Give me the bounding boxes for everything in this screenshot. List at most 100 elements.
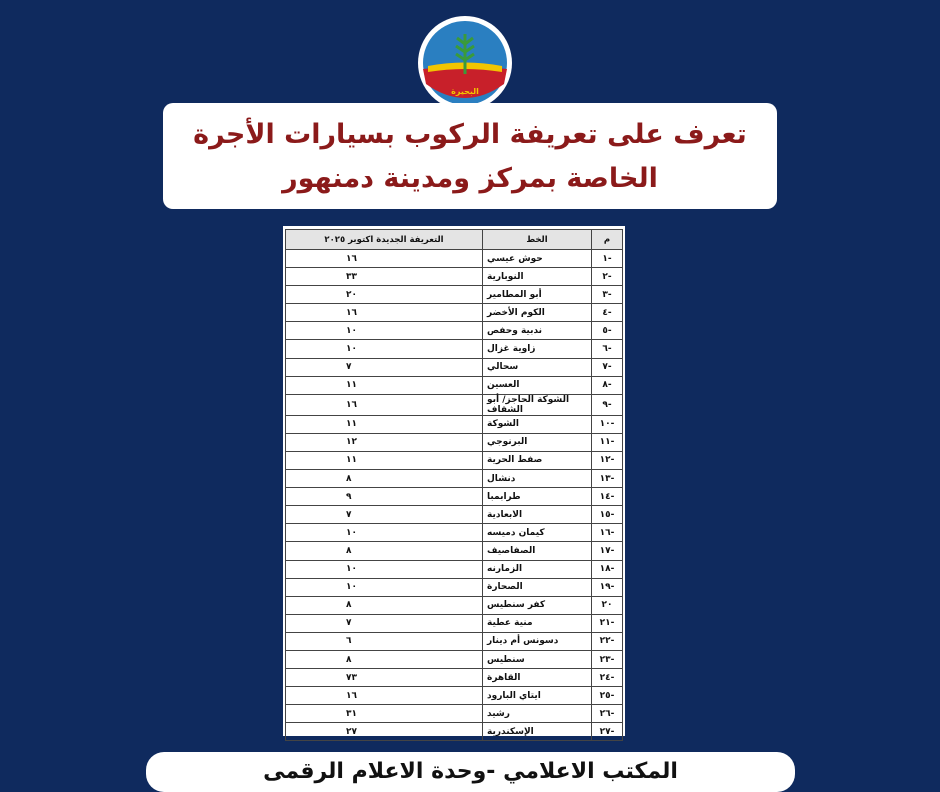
route-name: العسين (482, 375, 592, 395)
table-row: -٦ زاوية غزال ١٠ (285, 339, 623, 359)
table-row: -٢٢ دسونس أم دينار ٦ (285, 631, 623, 651)
header-row: م الخط التعريفة الجديدة اكتوبر ٢٠٢٥ (285, 229, 623, 250)
row-number: -٢١ (591, 613, 623, 633)
route-name: حوش عيسي (482, 248, 592, 269)
fare-value: ٣٣ (285, 267, 483, 287)
table-row: -٢٥ ايتاي البارود ١٦ (285, 686, 623, 706)
fare-value: ١٠ (285, 559, 483, 579)
table-row: -٨ العسين ١١ (285, 375, 623, 395)
route-name: منية عطية (482, 613, 592, 633)
fare-value: ٨ (285, 541, 483, 561)
fare-value: ٣١ (285, 704, 483, 724)
table-row: -٢٣ سنطيس ٨ (285, 649, 623, 670)
table-row: -١٣ دنشال ٨ (285, 469, 623, 489)
route-name: الصحارة (482, 577, 592, 597)
row-number: -٢٥ (591, 686, 623, 706)
title-line: تعرف على تعريفة الركوب بسيارات الأجرة (193, 119, 747, 150)
fare-value: ٢٠ (285, 285, 483, 305)
fare-value: ٨ (285, 649, 483, 670)
row-number: ٢٠ (591, 595, 623, 615)
fare-value: ٧ (285, 357, 483, 377)
route-name: دنشال (482, 469, 592, 489)
logo-wheat (455, 34, 475, 74)
row-number: -٢٢ (591, 631, 623, 651)
logo: البحيرة (418, 16, 512, 110)
fare-value: ١٦ (285, 248, 483, 269)
table-row: -١٢ صفط الحرية ١١ (285, 450, 623, 471)
table-row: -١ حوش عيسي ١٦ (285, 248, 623, 269)
route-name: زاوية غزال (482, 339, 592, 359)
table-row: -٩ الشوكة الحاجز/ أبو الشقاف ١٦ (285, 393, 623, 416)
fare-value: ١٦ (285, 393, 483, 416)
row-number: -١٠ (591, 414, 623, 434)
route-name: ايتاي البارود (482, 686, 592, 706)
fare-value: ١٠ (285, 523, 483, 543)
table-row: -١٧ الصفاصيف ٨ (285, 541, 623, 561)
row-number: -١٨ (591, 559, 623, 579)
table-row: -٣ أبو المطامير ٢٠ (285, 285, 623, 305)
row-number: -١٤ (591, 487, 623, 507)
route-name: الشوكة (482, 414, 592, 434)
table-row: -١٤ طرابمبا ٩ (285, 487, 623, 507)
table-row: -١٠ الشوكة ١١ (285, 414, 623, 434)
route-name: الصفاصيف (482, 541, 592, 561)
route-name: صفط الحرية (482, 450, 592, 471)
fare-value: ١٠ (285, 339, 483, 359)
fare-value: ٩ (285, 487, 483, 507)
table-head: م الخط التعريفة الجديدة اكتوبر ٢٠٢٥ (285, 229, 623, 250)
column-header: م (591, 229, 623, 250)
fare-value: ١٦ (285, 686, 483, 706)
route-name: القاهرة (482, 668, 592, 688)
fare-value: ٢٧ (285, 722, 483, 742)
route-name: طرابمبا (482, 487, 592, 507)
table-row: ٢٠ كفر سنطيس ٨ (285, 595, 623, 615)
column-header: الخط (482, 229, 592, 250)
route-name: الابعادية (482, 505, 592, 525)
route-name: كيمان دميسه (482, 523, 592, 543)
row-number: -٩ (591, 393, 623, 416)
table-row: -١٨ الزمارنه ١٠ (285, 559, 623, 579)
table-row: -٢٤ القاهرة ٧٣ (285, 668, 623, 688)
row-number: -٣ (591, 285, 623, 305)
title-box: تعرف على تعريفة الركوب بسيارات الأجرة ال… (163, 103, 777, 209)
row-number: -١٧ (591, 541, 623, 561)
route-name: سحالي (482, 357, 592, 377)
fare-value: ٧ (285, 613, 483, 633)
route-name: رشيد (482, 704, 592, 724)
column-header: التعريفة الجديدة اكتوبر ٢٠٢٥ (285, 229, 483, 250)
row-number: -٢٦ (591, 704, 623, 724)
table-row: -١٥ الابعادية ٧ (285, 505, 623, 525)
title-line: الخاصة بمركز ومدينة دمنهور (282, 163, 658, 194)
table-row: -٥ ندبية وحفص ١٠ (285, 321, 623, 341)
row-number: -١٥ (591, 505, 623, 525)
footer-bar: المكتب الاعلامي -وحدة الاعلام الرقمى (146, 752, 795, 792)
fare-value: ١٢ (285, 432, 483, 452)
row-number: -٨ (591, 375, 623, 395)
route-name: سنطيس (482, 649, 592, 670)
table-row: -١١ البرنوجي ١٢ (285, 432, 623, 452)
route-name: ندبية وحفص (482, 321, 592, 341)
table-row: -٢٧ الإسكندرية ٢٧ (285, 722, 623, 742)
route-name: الشوكة الحاجز/ أبو الشقاف (482, 393, 592, 416)
route-name: البرنوجي (482, 432, 592, 452)
table-row: -٤ الكوم الأخضر ١٦ (285, 303, 623, 323)
row-number: -٢٧ (591, 722, 623, 742)
fare-value: ١١ (285, 450, 483, 471)
table-body: -١ حوش عيسي ١٦ -٢ النوبارية ٣٣ -٣ أبو المطامير ٢… (285, 248, 623, 742)
row-number: -٢٤ (591, 668, 623, 688)
row-number: -٤ (591, 303, 623, 323)
fare-value: ١١ (285, 375, 483, 395)
row-number: -٥ (591, 321, 623, 341)
fare-value: ٧٣ (285, 668, 483, 688)
logo-band (423, 66, 507, 98)
row-number: -١١ (591, 432, 623, 452)
row-number: -٧ (591, 357, 623, 377)
fare-value: ٨ (285, 469, 483, 489)
row-number: -١ (591, 248, 623, 269)
row-number: -١٩ (591, 577, 623, 597)
table-row: -٢٦ رشيد ٣١ (285, 704, 623, 724)
route-name: أبو المطامير (482, 285, 592, 305)
route-name: الكوم الأخضر (482, 303, 592, 323)
